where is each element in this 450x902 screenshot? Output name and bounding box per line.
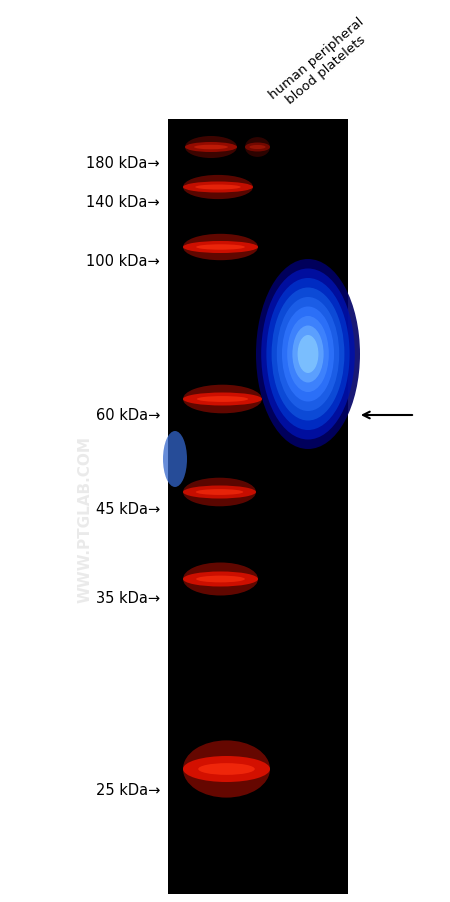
Text: 45 kDa→: 45 kDa→ <box>96 502 160 517</box>
Ellipse shape <box>183 182 253 193</box>
Ellipse shape <box>282 308 334 402</box>
Ellipse shape <box>183 563 258 596</box>
Text: 60 kDa→: 60 kDa→ <box>96 408 160 423</box>
Ellipse shape <box>245 138 270 158</box>
Text: WWW.PTGLAB.COM: WWW.PTGLAB.COM <box>77 436 93 603</box>
Ellipse shape <box>183 393 262 406</box>
Ellipse shape <box>297 336 319 373</box>
Ellipse shape <box>195 185 241 190</box>
Ellipse shape <box>183 756 270 782</box>
Ellipse shape <box>183 176 253 200</box>
Ellipse shape <box>196 490 243 495</box>
Ellipse shape <box>196 245 245 251</box>
Text: 35 kDa→: 35 kDa→ <box>96 591 160 606</box>
Text: 180 kDa→: 180 kDa→ <box>86 155 160 170</box>
Ellipse shape <box>183 478 256 507</box>
Ellipse shape <box>272 288 344 421</box>
Ellipse shape <box>185 137 237 159</box>
Ellipse shape <box>194 145 228 150</box>
Ellipse shape <box>261 269 355 440</box>
Text: human peripheral
blood platelets: human peripheral blood platelets <box>266 15 376 114</box>
Ellipse shape <box>183 572 258 587</box>
Ellipse shape <box>183 741 270 797</box>
Text: 100 kDa→: 100 kDa→ <box>86 254 160 269</box>
Text: 140 kDa→: 140 kDa→ <box>86 196 160 210</box>
Ellipse shape <box>185 143 237 152</box>
Ellipse shape <box>183 385 262 414</box>
Ellipse shape <box>266 279 350 430</box>
Ellipse shape <box>287 317 329 392</box>
Text: 25 kDa→: 25 kDa→ <box>96 783 160 797</box>
Bar <box>168 120 348 894</box>
Ellipse shape <box>196 576 245 583</box>
Ellipse shape <box>183 235 258 261</box>
Ellipse shape <box>245 143 270 152</box>
Ellipse shape <box>198 763 255 775</box>
Ellipse shape <box>197 397 248 402</box>
Ellipse shape <box>183 486 256 499</box>
Ellipse shape <box>256 260 360 449</box>
Ellipse shape <box>292 327 324 383</box>
Ellipse shape <box>163 431 187 487</box>
Ellipse shape <box>183 242 258 253</box>
Ellipse shape <box>249 146 266 150</box>
Ellipse shape <box>277 298 339 411</box>
